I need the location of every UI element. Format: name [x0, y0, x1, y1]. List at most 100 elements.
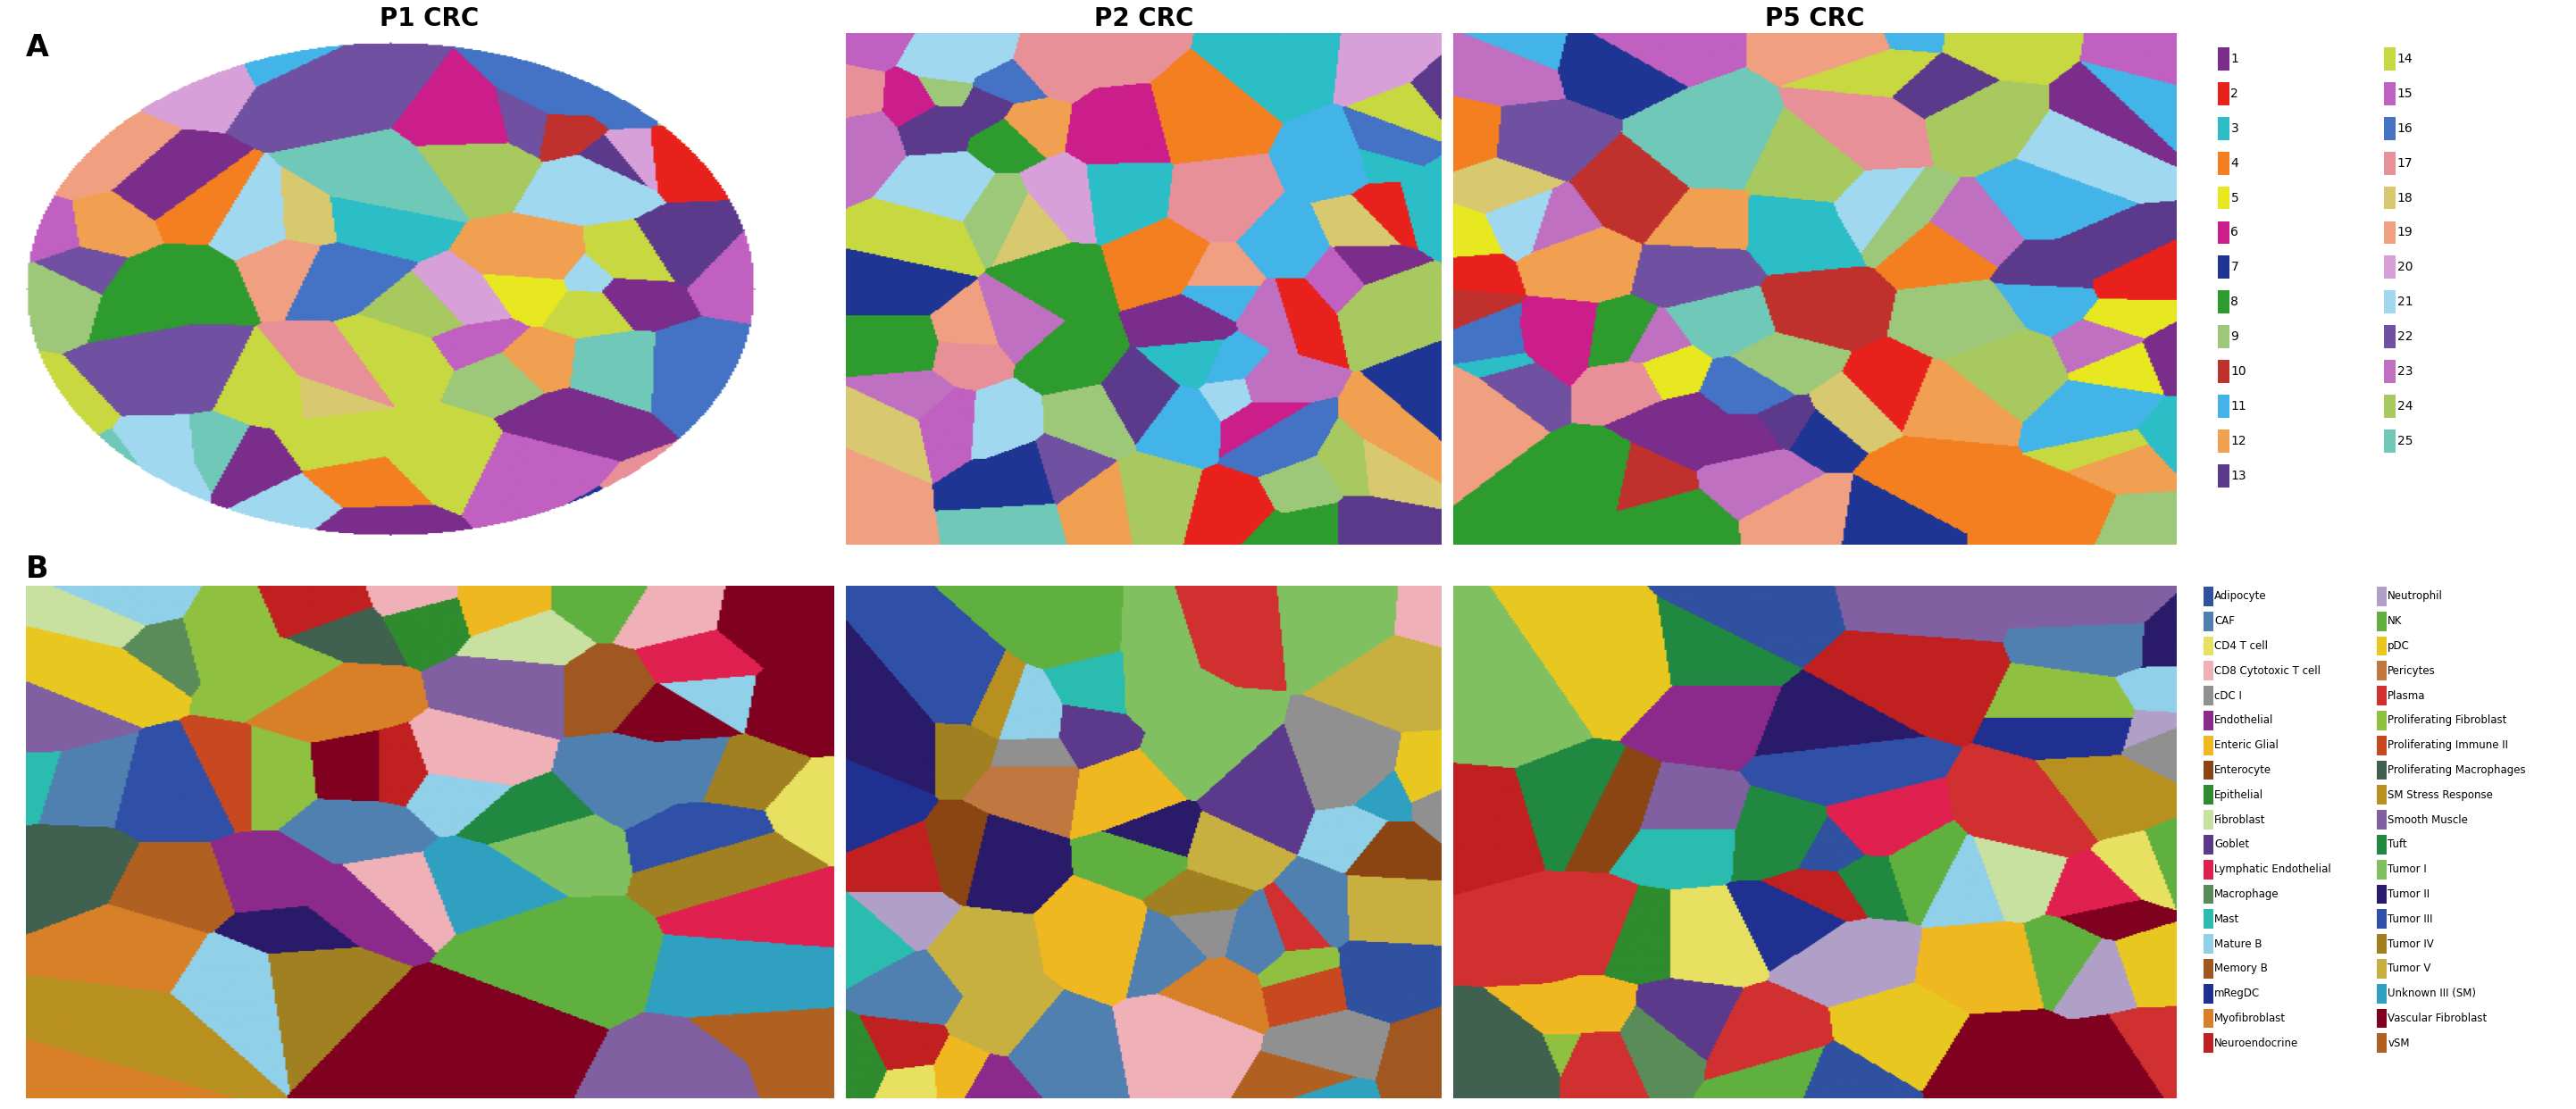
Text: Mast: Mast [2215, 913, 2239, 925]
Text: 2: 2 [2231, 88, 2239, 100]
FancyBboxPatch shape [2202, 1034, 2213, 1052]
FancyBboxPatch shape [2378, 761, 2385, 780]
FancyBboxPatch shape [2378, 587, 2385, 606]
Text: Tumor II: Tumor II [2388, 888, 2429, 901]
Text: 3: 3 [2231, 122, 2239, 134]
Text: 9: 9 [2231, 330, 2239, 343]
Text: Adipocyte: Adipocyte [2215, 590, 2267, 602]
Text: 19: 19 [2398, 226, 2414, 238]
FancyBboxPatch shape [2383, 48, 2396, 70]
Text: 4: 4 [2231, 156, 2239, 170]
FancyBboxPatch shape [2383, 116, 2396, 140]
FancyBboxPatch shape [2202, 810, 2213, 830]
FancyBboxPatch shape [2202, 587, 2213, 606]
Text: 18: 18 [2398, 192, 2414, 204]
FancyBboxPatch shape [2383, 82, 2396, 105]
Text: 15: 15 [2398, 88, 2414, 100]
Text: CAF: CAF [2215, 615, 2236, 627]
Text: 14: 14 [2398, 52, 2414, 65]
Text: Proliferating Macrophages: Proliferating Macrophages [2388, 764, 2527, 776]
Text: Enterocyte: Enterocyte [2215, 764, 2272, 776]
FancyBboxPatch shape [2383, 325, 2396, 348]
FancyBboxPatch shape [2378, 859, 2385, 879]
Text: Macrophage: Macrophage [2215, 888, 2280, 901]
Text: 13: 13 [2231, 469, 2246, 482]
Text: Plasma: Plasma [2388, 690, 2427, 701]
Text: NK: NK [2388, 615, 2403, 627]
Text: Lymphatic Endothelial: Lymphatic Endothelial [2215, 864, 2331, 875]
Text: 12: 12 [2231, 435, 2246, 447]
FancyBboxPatch shape [2378, 785, 2385, 805]
Text: Tumor V: Tumor V [2388, 963, 2432, 975]
FancyBboxPatch shape [2378, 711, 2385, 730]
FancyBboxPatch shape [2218, 221, 2228, 244]
Text: Proliferating Immune II: Proliferating Immune II [2388, 740, 2509, 751]
Text: Tumor I: Tumor I [2388, 864, 2427, 875]
FancyBboxPatch shape [2202, 711, 2213, 730]
Text: 21: 21 [2398, 296, 2414, 308]
Text: 7: 7 [2231, 261, 2239, 274]
FancyBboxPatch shape [2378, 637, 2385, 655]
Text: A: A [26, 33, 49, 63]
FancyBboxPatch shape [2383, 291, 2396, 314]
FancyBboxPatch shape [2378, 984, 2385, 1004]
Text: 20: 20 [2398, 261, 2414, 274]
Text: 10: 10 [2231, 365, 2246, 378]
FancyBboxPatch shape [2218, 116, 2228, 140]
Text: Enteric Glial: Enteric Glial [2215, 740, 2280, 751]
FancyBboxPatch shape [2202, 761, 2213, 780]
FancyBboxPatch shape [2218, 291, 2228, 314]
Text: mRegDC: mRegDC [2215, 988, 2259, 999]
Text: Goblet: Goblet [2215, 838, 2249, 851]
Text: 25: 25 [2398, 435, 2414, 447]
FancyBboxPatch shape [2378, 735, 2385, 755]
Text: Epithelial: Epithelial [2215, 790, 2264, 801]
FancyBboxPatch shape [2202, 785, 2213, 805]
FancyBboxPatch shape [2218, 256, 2228, 278]
Text: pDC: pDC [2388, 640, 2411, 652]
Text: Pericytes: Pericytes [2388, 665, 2437, 676]
FancyBboxPatch shape [2218, 82, 2228, 105]
Text: 24: 24 [2398, 400, 2414, 413]
Text: Neuroendocrine: Neuroendocrine [2215, 1037, 2298, 1049]
Text: Mature B: Mature B [2215, 938, 2262, 949]
Text: cDC I: cDC I [2215, 690, 2241, 701]
FancyBboxPatch shape [2218, 429, 2228, 452]
Text: B: B [26, 554, 49, 584]
Text: Memory B: Memory B [2215, 963, 2267, 975]
FancyBboxPatch shape [2378, 909, 2385, 928]
Text: Endothelial: Endothelial [2215, 714, 2275, 726]
FancyBboxPatch shape [2202, 835, 2213, 854]
Text: SM Stress Response: SM Stress Response [2388, 790, 2494, 801]
FancyBboxPatch shape [2378, 885, 2385, 904]
Text: Fibroblast: Fibroblast [2215, 814, 2267, 825]
FancyBboxPatch shape [2378, 959, 2385, 978]
FancyBboxPatch shape [2378, 934, 2385, 954]
Text: Myofibroblast: Myofibroblast [2215, 1013, 2285, 1024]
Text: Vascular Fibroblast: Vascular Fibroblast [2388, 1013, 2488, 1024]
FancyBboxPatch shape [2202, 959, 2213, 978]
Title: P1 CRC: P1 CRC [381, 7, 479, 31]
FancyBboxPatch shape [2202, 859, 2213, 879]
FancyBboxPatch shape [2383, 186, 2396, 210]
Text: CD8 Cytotoxic T cell: CD8 Cytotoxic T cell [2215, 665, 2321, 676]
Text: 11: 11 [2231, 400, 2246, 413]
Text: 17: 17 [2398, 156, 2414, 170]
Text: 22: 22 [2398, 330, 2414, 343]
Text: 8: 8 [2231, 296, 2239, 308]
FancyBboxPatch shape [2218, 152, 2228, 174]
Text: CD4 T cell: CD4 T cell [2215, 640, 2267, 652]
FancyBboxPatch shape [2383, 360, 2396, 383]
Text: Proliferating Fibroblast: Proliferating Fibroblast [2388, 714, 2506, 726]
FancyBboxPatch shape [2218, 186, 2228, 210]
Text: Tumor III: Tumor III [2388, 913, 2432, 925]
FancyBboxPatch shape [2383, 429, 2396, 452]
Text: Tumor IV: Tumor IV [2388, 938, 2434, 949]
FancyBboxPatch shape [2218, 325, 2228, 348]
Text: Smooth Muscle: Smooth Muscle [2388, 814, 2468, 825]
FancyBboxPatch shape [2378, 1034, 2385, 1052]
FancyBboxPatch shape [2378, 835, 2385, 854]
FancyBboxPatch shape [2378, 810, 2385, 830]
FancyBboxPatch shape [2218, 465, 2228, 487]
FancyBboxPatch shape [2202, 984, 2213, 1004]
